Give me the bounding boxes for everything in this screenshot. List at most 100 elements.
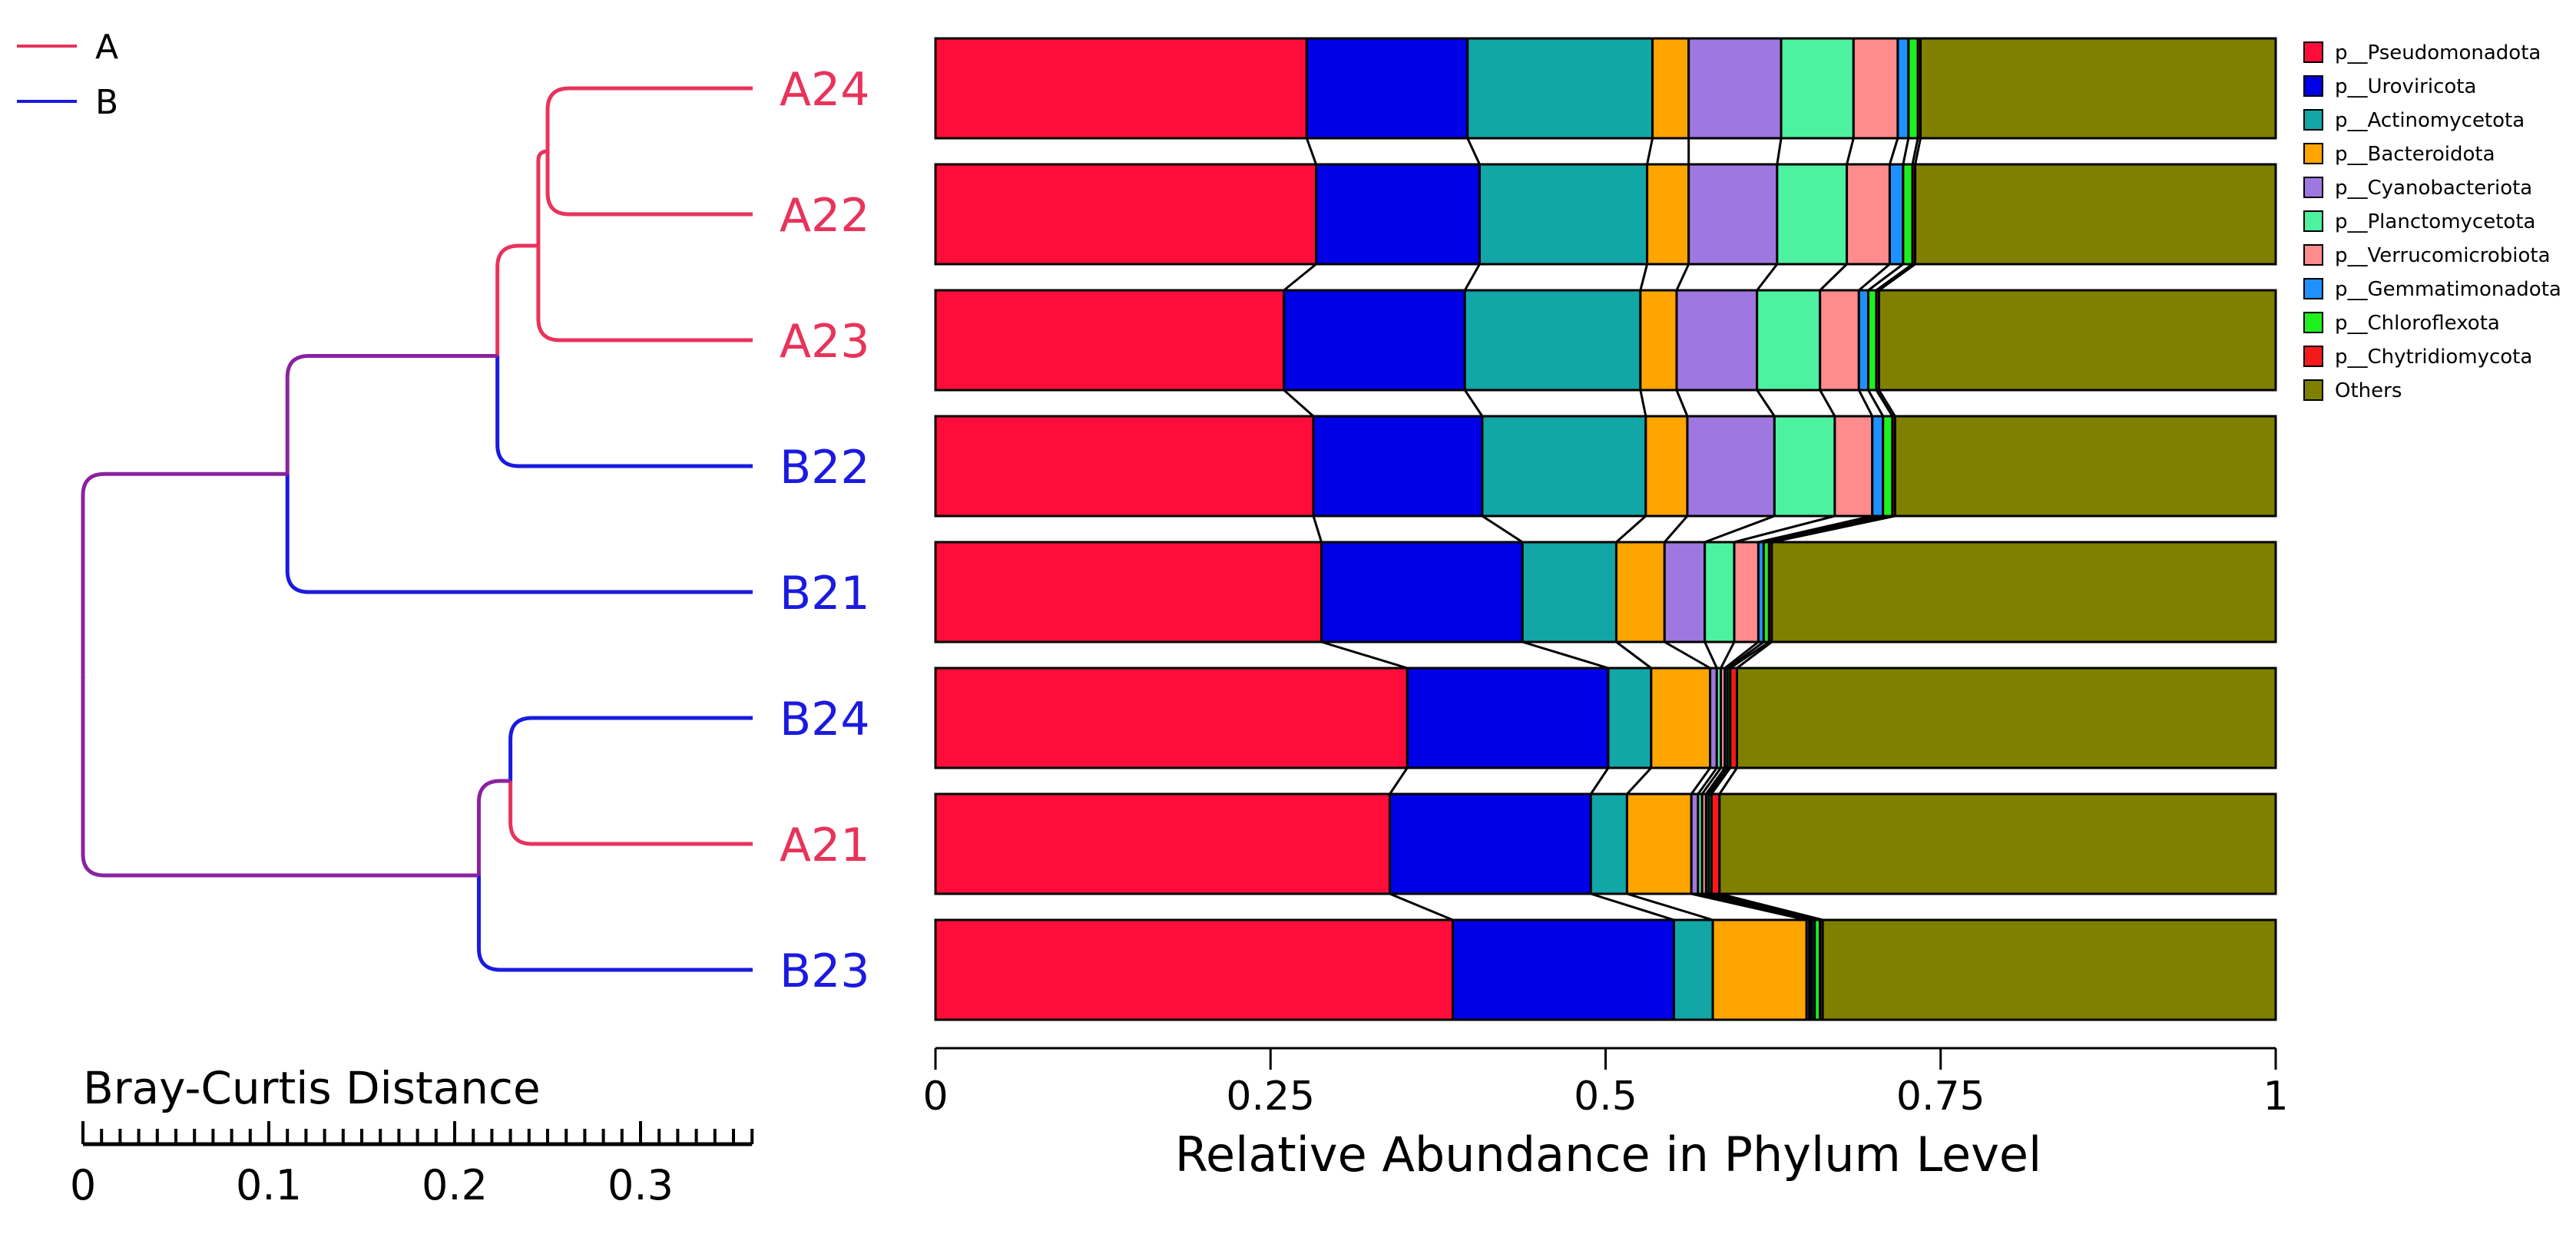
group-legend-label-b: B: [95, 83, 118, 122]
bar-segment-b22-p-verrucomicrobiota: [1833, 415, 1874, 518]
connector-line: [1463, 263, 1481, 291]
legend-swatch-p-gemmatimonadota: [2303, 278, 2323, 299]
bar-segment-b21-p-cyanobacteriota: [1663, 541, 1707, 643]
connector-line: [1867, 389, 1885, 417]
bar-segment-a23-p-actinomycetota: [1463, 289, 1642, 392]
legend-label-p-chytridiomycota: p__Chytridiomycota: [2335, 346, 2532, 369]
bar-segment-b22-p-uroviricota: [1312, 415, 1484, 518]
bar-segment-a22-p-gemmatimonadota: [1888, 163, 1905, 266]
leaf-label-b23: B23: [780, 945, 870, 998]
dendrogram-branch-m3-lower: [495, 356, 753, 468]
bar-segment-b21-p-planctomycetota: [1704, 541, 1736, 643]
legend-swatch-p-cyanobacteriota: [2303, 177, 2323, 198]
connector-line: [1776, 137, 1783, 165]
legend-swatch-p-actinomycetota: [2303, 109, 2323, 131]
connector-line: [1590, 892, 1674, 921]
bar-segment-b24-p-bacteroidota: [1650, 667, 1712, 769]
connector-line: [1389, 892, 1454, 921]
bar-segment-a23-p-cyanobacteriota: [1675, 289, 1759, 392]
connector-line: [1615, 514, 1647, 544]
bar-segment-a24-p-gemmatimonadota: [1896, 37, 1910, 140]
bar-segment-a24-p-cyanobacteriota: [1687, 37, 1783, 140]
dendrogram-branch-m7-lower: [81, 674, 479, 878]
connector-line: [1466, 137, 1481, 165]
bar-segment-b23-p-actinomycetota: [1672, 918, 1714, 1021]
bar-segment-b21-p-bacteroidota: [1614, 541, 1666, 643]
connector-line: [1878, 263, 1916, 292]
bar-connectors: [1283, 137, 1922, 921]
bar-segment-a21-p-uroviricota: [1389, 792, 1592, 895]
connector-line: [1615, 640, 1652, 670]
connector-line: [1733, 514, 1836, 544]
connector-line: [1697, 767, 1718, 795]
dendrogram-branch-m5-lower: [508, 781, 753, 846]
leaf-label-a21: A21: [780, 819, 869, 872]
bar-segment-a21-p-actinomycetota: [1589, 792, 1628, 895]
connector-line: [1321, 640, 1408, 670]
connector-line: [1771, 514, 1896, 544]
leaf-label-a23: A23: [780, 315, 869, 369]
phylum-legend: p__Pseudomonadota p__Uroviricota p__Actino…: [2303, 41, 2561, 402]
bar-segment-a23-p-gemmatimonadota: [1857, 289, 1870, 392]
legend-swatch-p-pseudomonadota: [2303, 41, 2323, 63]
dendrogram-branch-m2-upper: [536, 149, 548, 246]
bar-segment-b23-p-bacteroidota: [1711, 918, 1808, 1021]
stacked-bars: [934, 37, 2277, 1021]
bar-segment-b21-p-pseudomonadota: [934, 541, 1323, 643]
bar-segment-a24-p-chloroflexota: [1907, 37, 1919, 140]
x-tick-label: 0: [922, 1074, 948, 1120]
connector-line: [1756, 263, 1779, 291]
bar-segment-b22-p-chloroflexota: [1882, 415, 1894, 518]
bar-segment-a22-p-planctomycetota: [1776, 163, 1849, 266]
bray-curtis-tick-label: 0.3: [608, 1161, 674, 1209]
bar-segment-a21-p-bacteroidota: [1625, 792, 1693, 895]
bar-segment-a22-others: [1914, 163, 2277, 266]
group-legend-label-a: A: [95, 28, 118, 67]
leaf-label-a22: A22: [780, 189, 869, 243]
connector-line: [1889, 137, 1899, 165]
connector-line: [1521, 640, 1609, 670]
connector-line: [1482, 514, 1524, 544]
connector-line: [1464, 389, 1484, 417]
bar-segment-a24-p-uroviricota: [1305, 37, 1469, 140]
bar-segment-b22-p-pseudomonadota: [934, 415, 1315, 518]
dendrogram: A24 A22 A23 B22 B21 B24 A21 B23: [81, 63, 870, 998]
bar-segment-b22-p-cyanobacteriota: [1686, 415, 1776, 518]
connector-line: [1646, 137, 1654, 165]
connector-line: [1875, 389, 1894, 417]
bar-segment-a23-others: [1877, 289, 2277, 392]
bray-curtis-tick-label: 0: [70, 1161, 96, 1209]
connector-line: [1718, 767, 1738, 795]
bar-segment-b22-others: [1893, 415, 2277, 518]
dendrogram-branch-m6-lower: [476, 875, 753, 972]
bar-segment-a23-p-chloroflexota: [1867, 289, 1878, 392]
bar-segment-b22-p-bacteroidota: [1644, 415, 1689, 518]
bar-segment-b21-p-verrucomicrobiota: [1733, 541, 1760, 643]
x-tick-label: 0.75: [1896, 1074, 1985, 1120]
bar-segment-a22-p-pseudomonadota: [934, 163, 1318, 266]
x-tick-label: 0.5: [1574, 1074, 1637, 1120]
bar-segment-a22-p-actinomycetota: [1478, 163, 1649, 266]
bar-segment-a21-p-pseudomonadota: [934, 792, 1392, 895]
connector-line: [1590, 767, 1610, 795]
dendrogram-branch-m2-lower: [536, 246, 753, 342]
x-tick-label: 1: [2263, 1074, 2288, 1120]
connector-line: [1626, 766, 1652, 796]
legend-label-p-planctomycetota: p__Planctomycetota: [2335, 210, 2535, 233]
bar-segment-a24-p-pseudomonadota: [934, 37, 1308, 140]
bar-segment-b24-p-uroviricota: [1406, 667, 1610, 769]
connector-line: [1758, 514, 1873, 544]
legend-label-p-verrucomicrobiota: p__Verrucomicrobiota: [2335, 244, 2551, 267]
connector-line: [1719, 892, 1823, 921]
connector-line: [1283, 263, 1317, 292]
bar-segment-b24-p-pseudomonadota: [934, 667, 1409, 769]
bar-segment-b22-p-gemmatimonadota: [1871, 415, 1885, 518]
connector-line: [1763, 514, 1884, 544]
connector-line: [1707, 767, 1729, 795]
bar-segment-a23-p-planctomycetota: [1756, 289, 1822, 392]
connector-line: [1736, 640, 1773, 670]
dendrogram-branch-m1-upper: [545, 86, 753, 151]
bar-segment-a22-p-verrucomicrobiota: [1846, 163, 1891, 266]
connector-line: [1305, 137, 1317, 165]
legend-swatch-p-chloroflexota: [2303, 312, 2323, 333]
